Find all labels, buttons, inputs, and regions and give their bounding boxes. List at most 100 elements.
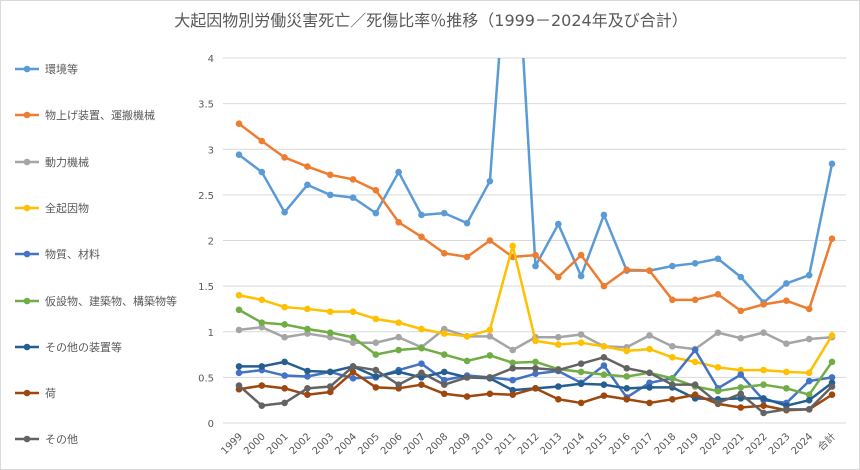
data-point xyxy=(691,260,699,267)
data-point xyxy=(828,332,836,339)
data-point xyxy=(783,385,790,392)
data-point xyxy=(440,325,448,333)
data-point xyxy=(349,308,357,315)
data-point xyxy=(395,319,402,326)
data-point xyxy=(486,390,494,398)
data-point xyxy=(828,235,836,242)
data-point xyxy=(577,380,585,388)
data-point xyxy=(326,329,334,336)
data-point xyxy=(714,364,722,371)
data-point xyxy=(714,291,722,298)
data-point xyxy=(600,381,608,388)
data-point xyxy=(646,345,653,353)
legend-item: 物質、材料 xyxy=(15,246,100,262)
data-point xyxy=(258,323,266,331)
data-point xyxy=(577,331,585,338)
x-tick-label: 合計 xyxy=(815,430,838,453)
data-point xyxy=(372,384,380,391)
x-tick-label: 2004 xyxy=(333,431,359,457)
data-point xyxy=(783,368,790,376)
legend-marker-icon xyxy=(15,111,39,119)
data-point xyxy=(418,344,425,352)
data-point xyxy=(281,385,288,392)
data-point xyxy=(669,262,676,270)
data-point xyxy=(418,381,425,388)
chart-title: 大起因物別労働災害死亡／死傷比率％推移（1999－2024年及び合計） xyxy=(174,11,688,30)
x-tick-label: 2003 xyxy=(311,431,337,457)
data-point xyxy=(326,191,334,199)
data-point xyxy=(737,307,745,315)
data-point xyxy=(349,363,357,370)
data-point xyxy=(577,368,585,376)
x-tick-label: 2016 xyxy=(607,431,633,457)
data-point xyxy=(600,354,608,361)
data-point xyxy=(532,337,539,345)
legend-label: その他の装置等 xyxy=(45,340,122,354)
data-point xyxy=(235,291,243,299)
data-point xyxy=(646,332,653,339)
data-point xyxy=(281,321,288,328)
series-line xyxy=(238,308,834,396)
data-point xyxy=(258,363,266,370)
data-point xyxy=(600,362,608,369)
data-point xyxy=(760,395,767,402)
data-point xyxy=(532,364,539,372)
data-point xyxy=(281,333,288,341)
x-tick-label: 1999 xyxy=(219,431,245,457)
x-tick-label: 2008 xyxy=(425,431,451,457)
data-point xyxy=(463,219,471,227)
legend-marker-icon xyxy=(15,250,39,258)
y-tick-label: 3 xyxy=(208,145,214,156)
data-point xyxy=(828,374,836,381)
data-point xyxy=(646,267,653,274)
series-group xyxy=(235,58,836,417)
data-point xyxy=(805,271,813,279)
data-point xyxy=(326,388,334,396)
data-point xyxy=(418,369,425,377)
y-tick-label: 1.5 xyxy=(198,282,214,293)
data-point xyxy=(486,326,494,334)
data-point xyxy=(372,373,380,380)
x-tick-label: 2014 xyxy=(561,431,587,457)
data-point xyxy=(555,220,562,228)
legend-marker-icon xyxy=(15,343,39,351)
data-point xyxy=(714,255,722,263)
data-point xyxy=(714,399,722,407)
data-point xyxy=(555,383,562,390)
legend-label: 物上げ装置、運搬機械 xyxy=(45,109,155,123)
data-point xyxy=(440,376,448,384)
data-point xyxy=(532,385,539,392)
x-tick-label: 2015 xyxy=(584,431,610,457)
data-point xyxy=(326,383,334,390)
data-point xyxy=(463,357,471,365)
data-point xyxy=(669,343,676,350)
data-point xyxy=(372,209,380,217)
data-point xyxy=(509,364,516,372)
data-point xyxy=(235,151,243,159)
x-tick-label: 2007 xyxy=(402,431,428,457)
data-point xyxy=(281,154,288,161)
legend-marker-icon xyxy=(15,158,39,165)
legend-item: その他の装置等 xyxy=(15,339,122,355)
data-point xyxy=(486,374,494,381)
data-point xyxy=(600,282,608,290)
data-point xyxy=(737,334,745,342)
data-point xyxy=(440,351,448,358)
data-point xyxy=(304,373,311,380)
data-point xyxy=(737,390,745,398)
data-point xyxy=(577,399,585,407)
data-point xyxy=(258,137,266,145)
x-tick-label: 2018 xyxy=(653,431,679,457)
legend-label: 仮設物、建築物、構築物等 xyxy=(45,294,177,308)
data-point xyxy=(737,404,745,411)
data-point xyxy=(258,168,266,176)
data-point xyxy=(349,339,357,347)
data-point xyxy=(326,171,334,179)
data-point xyxy=(623,385,631,392)
y-tick-label: 4 xyxy=(208,54,214,65)
x-tick-label: 2017 xyxy=(630,431,656,457)
legend-label: 荷 xyxy=(45,387,56,401)
data-point xyxy=(395,368,402,376)
data-point xyxy=(258,402,266,409)
data-point xyxy=(577,251,585,259)
